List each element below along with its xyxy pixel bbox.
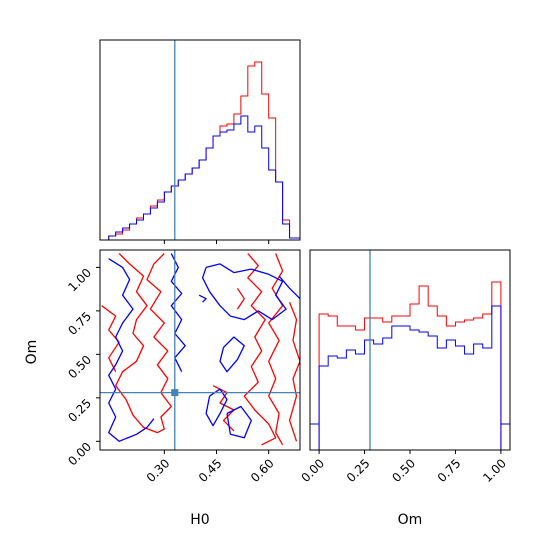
contour-line-series_b: [108, 258, 155, 442]
contour-xtick-label: 0.60: [248, 456, 277, 485]
contour-line-series_a: [101, 305, 120, 372]
om-y-axis-label: Om: [24, 340, 40, 365]
contour-line-series_a: [236, 287, 245, 310]
om-histogram-frame: [309, 249, 511, 451]
contour-line-series_b: [198, 294, 207, 303]
om-histogram-series_b: [318, 305, 502, 450]
contour-line-series_a: [115, 253, 172, 434]
om-axis-label: Om: [398, 512, 423, 528]
contour-line-series_b: [219, 336, 245, 373]
contour-xtick-label: 0.45: [196, 456, 225, 485]
contour-line-series_a: [212, 385, 235, 432]
contour-ytick-label: 0.75: [65, 309, 94, 338]
contour-line-series_b: [278, 275, 300, 300]
contour-line-series_a: [268, 253, 284, 446]
om-xtick-label: 0.25: [344, 456, 373, 485]
h0-histogram-panel: [99, 39, 301, 244]
om-histogram-series_a: [318, 281, 502, 450]
om-xtick-label: 0.00: [298, 456, 327, 485]
contour-line-series_b: [201, 263, 287, 321]
contour-line-series_a: [288, 301, 300, 442]
contour-line-series_b: [205, 388, 228, 427]
h0-histogram-series_a: [100, 61, 300, 240]
h0-histogram-frame: [99, 39, 301, 241]
truth-marker: [171, 389, 179, 397]
contour-xtick-label: 0.30: [144, 456, 173, 485]
om-xtick-label: 0.75: [435, 456, 464, 485]
contour-ytick-label: 1.00: [65, 266, 94, 295]
h0-axis-label: H0: [190, 512, 209, 528]
om-histogram-panel: 0.00 0.25 0.50 0.75 1.00: [298, 249, 511, 485]
contour-ytick-label: 0.00: [65, 440, 94, 469]
h0-histogram-series_b: [100, 115, 300, 240]
h0-om-contour-panel: 0.30 0.45 0.60 0.00 0.25 0.50 0.75 1.00: [65, 249, 301, 485]
contour-line-series_b: [226, 405, 252, 439]
contour-ytick-label: 0.25: [65, 396, 94, 425]
om-xtick-label: 0.50: [389, 456, 418, 485]
contour-plot-area: [100, 250, 300, 450]
contour-ytick-label: 0.50: [65, 353, 94, 382]
contour-line-series_a: [243, 253, 277, 446]
h0-histogram-plot-area: [100, 40, 300, 240]
contour-line-series_b: [170, 253, 186, 372]
contour-frame: [99, 249, 301, 451]
om-xtick-label: 1.00: [480, 456, 509, 485]
om-histogram-plot-area: [310, 250, 510, 450]
